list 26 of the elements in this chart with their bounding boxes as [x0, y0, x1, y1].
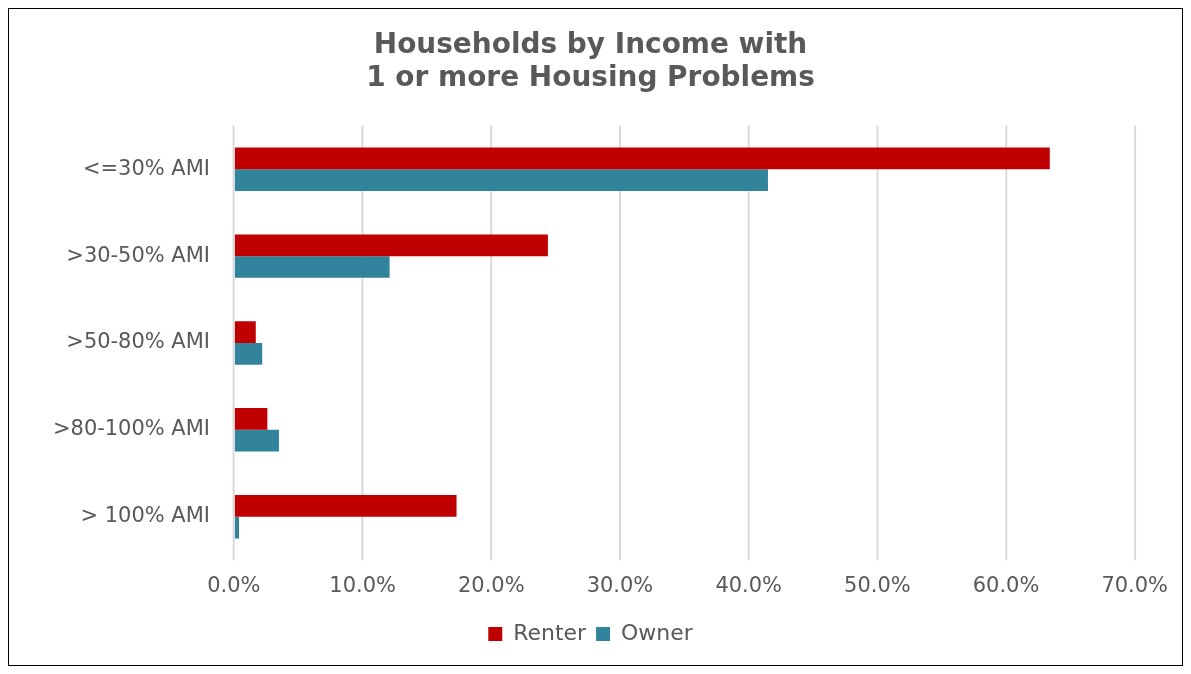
bar — [234, 256, 390, 278]
bar — [234, 147, 1050, 170]
bar — [234, 408, 268, 430]
x-tick-label: 60.0% — [972, 573, 1040, 598]
bar — [234, 429, 279, 452]
y-tick-label: <=30% AMI — [83, 155, 210, 180]
bar — [234, 516, 240, 539]
x-tick-label: 10.0% — [329, 573, 396, 598]
x-tick-label: 40.0% — [715, 573, 782, 598]
chart-title: Households by Income with 1 or more Housing Problems — [366, 26, 815, 94]
legend-label: Renter — [513, 619, 588, 645]
x-tick-label: 50.0% — [844, 573, 911, 598]
y-tick-label: >50-80% AMI — [66, 329, 210, 354]
bar — [234, 321, 256, 343]
y-tick-label: >30-50% AMI — [66, 242, 210, 267]
legend-label: Owner — [621, 619, 694, 645]
y-tick-label: >80-100% AMI — [53, 416, 210, 441]
x-tick-label: 20.0% — [458, 573, 525, 598]
x-tick-label: 30.0% — [586, 573, 654, 598]
bar — [234, 234, 548, 257]
bar — [234, 342, 263, 365]
bar — [234, 169, 768, 191]
x-tick-label: 0.0% — [207, 573, 261, 598]
x-tick-label: 70.0% — [1101, 573, 1168, 598]
bar — [234, 494, 457, 517]
y-tick-label: > 100% AMI — [80, 503, 210, 528]
